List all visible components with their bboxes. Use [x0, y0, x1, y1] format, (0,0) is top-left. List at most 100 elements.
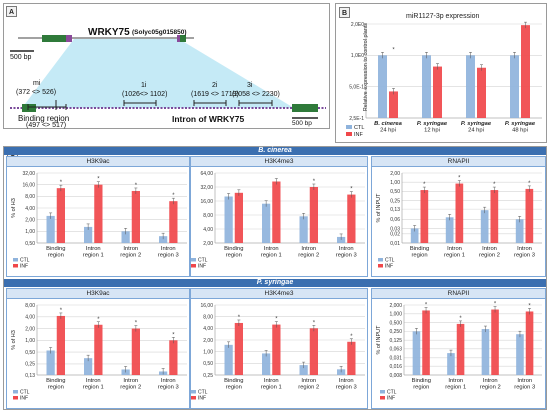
x-tick-label: region 1	[445, 385, 466, 391]
bar-ctl	[121, 231, 130, 243]
legend-swatch-inf	[380, 396, 385, 400]
y-tick-label: 0,25	[390, 198, 400, 204]
gene-id: (Solyc05g015850)	[132, 29, 187, 36]
significance-star: *	[350, 334, 353, 340]
significance-star: *	[425, 302, 428, 308]
x-tick-label: B. cinerea	[374, 121, 402, 127]
bar-ctl	[412, 331, 421, 375]
significance-star: *	[458, 176, 461, 182]
bar-inf	[94, 324, 103, 375]
bar-inf	[491, 309, 499, 375]
intron-exon-right	[292, 104, 318, 112]
y-tick-label: 0,06	[390, 217, 400, 223]
chart-bc-rnapii: 0,01 0,020,03 0,06 0,13 0,25 0,50 1,00 2,00 % of…	[376, 171, 542, 270]
x-tick-label: Intron	[301, 246, 316, 252]
y-tick-label: 0,50	[390, 189, 400, 195]
x-tick-label: region 1	[83, 385, 104, 391]
y-tick-label: 16,00	[200, 199, 213, 205]
legend-label-ctl: CTL	[20, 390, 30, 396]
band-p-syringae: P. syringae	[4, 279, 546, 287]
significance-star: *	[494, 302, 497, 308]
x-tick-label: region 3	[336, 385, 357, 391]
x-tick-label: region	[48, 385, 64, 391]
y-tick-label: 2,000	[389, 303, 402, 309]
x-tick-label: 24 hpi	[468, 128, 484, 134]
bar-inf	[94, 184, 103, 243]
y-tick-label: 0,50	[25, 350, 35, 356]
intron-zoom-area	[22, 39, 294, 108]
x-tick-label: region 2	[298, 253, 319, 259]
subpanel-bc-h3k4me3-title: H3K4me3	[191, 157, 367, 167]
bar-inf	[347, 341, 356, 375]
y-tick-label: 4,00	[25, 206, 35, 212]
significance-star: *	[275, 317, 278, 323]
y-tick-label: 2,5E-1	[349, 116, 364, 122]
y-tick-label: 16,00	[200, 303, 213, 309]
panel-b-title: miR1127-3p expression	[406, 13, 480, 20]
chart-ps-rnapii: 0,008 0,016 0,031 0,063 0,125 0,250 0,500 1,000…	[376, 302, 542, 402]
bar-inf	[422, 310, 430, 375]
legend-swatch-ctl	[13, 258, 18, 262]
legend-swatch-ctl	[13, 390, 18, 394]
bar-inf	[456, 323, 465, 375]
region-3i-label: 3i	[247, 82, 253, 89]
legend-label-ctl: CTL	[387, 390, 397, 396]
y-tick-label: 2,0E0	[351, 22, 364, 28]
y-tick-label: 0,500	[389, 320, 402, 326]
bar-ctl	[510, 55, 519, 118]
significance-star: *	[528, 181, 531, 187]
bar-ctl	[481, 329, 490, 375]
bar-inf	[309, 187, 318, 243]
x-tick-label: region 2	[480, 385, 501, 391]
significance-star: *	[135, 183, 138, 189]
bar-ctl	[466, 55, 475, 118]
y-tick-label: 32,00	[200, 185, 213, 191]
legend-swatch-ctl	[380, 390, 385, 394]
x-tick-label: Intron	[264, 246, 279, 252]
legend-label-inf: INF	[387, 396, 395, 402]
bar-inf	[234, 192, 243, 243]
significance-star: *	[172, 193, 175, 199]
x-tick-label: region	[226, 253, 242, 259]
intron-exon-left	[22, 104, 36, 112]
significance-star: *	[313, 320, 316, 326]
legend-label-ctl: CTL	[385, 258, 395, 264]
subpanel-ps-h3k4me3: H3K4me3 0,25 0,50 1,00 2,00 4,00 8,00 16,00 * Bi…	[190, 288, 368, 409]
bar-ctl	[445, 217, 454, 243]
y-axis-label: % of INPUT	[376, 325, 382, 355]
bar-inf	[455, 183, 464, 243]
bar-ctl	[516, 334, 524, 375]
significance-star: *	[60, 180, 63, 186]
legend-swatch-inf	[191, 396, 196, 400]
band-b-cinerea: B. cinerea	[4, 147, 546, 155]
bar-ctl	[410, 228, 419, 243]
bar-inf	[433, 66, 442, 118]
y-tick-label: 2,00	[390, 171, 400, 177]
legend-label-inf: INF	[198, 396, 206, 402]
x-tick-label: region 3	[514, 385, 535, 391]
y-tick-label: 0,13	[25, 373, 35, 379]
scale-label-top: 500 bp	[10, 54, 32, 61]
x-tick-label: Intron	[264, 378, 279, 384]
x-tick-label: P. syringae	[461, 121, 492, 127]
panel-b: B miR1127-3p expression Relative express…	[335, 3, 547, 143]
subpanel-bc-h3k9ac-title: H3K9ac	[7, 157, 189, 167]
y-tick-label: 0,01	[390, 241, 400, 247]
subpanel-bc-h3k4me3: H3K4me3 2,00 4,00 8,00 16,00 32,00 64,00 Bindi…	[190, 156, 368, 277]
bar-inf	[131, 190, 140, 243]
y-tick-label: 64,00	[200, 171, 213, 177]
x-tick-label: region	[413, 385, 429, 391]
y-tick-label: 2,00	[203, 338, 213, 344]
y-tick-label: 1,00	[203, 349, 213, 355]
y-tick-label: 0,50	[203, 361, 213, 367]
x-tick-label: region 1	[444, 253, 465, 259]
x-tick-label: P. syringae	[505, 121, 536, 127]
significance-star: *	[350, 187, 353, 193]
panel-b-badge: B	[339, 7, 350, 18]
y-tick-label: 0,02	[390, 232, 400, 238]
y-tick-label: 1,00	[390, 180, 400, 186]
legend-label-ctl: CTL	[198, 258, 208, 264]
x-tick-label: region 2	[479, 253, 500, 259]
bar-ctl	[480, 210, 489, 243]
y-tick-label: 1,000	[389, 312, 402, 318]
